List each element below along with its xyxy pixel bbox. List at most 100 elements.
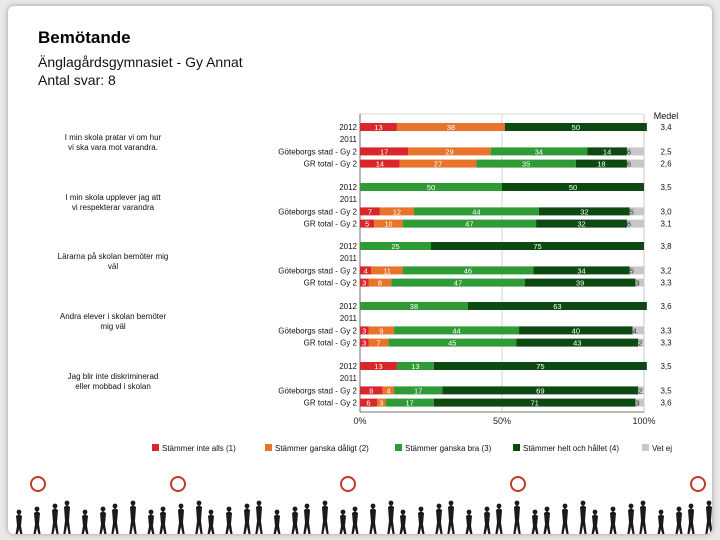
- person-figure: [159, 511, 167, 534]
- row-label: 2011: [340, 314, 358, 323]
- bar-value-label: 6: [627, 220, 631, 229]
- person-head: [160, 506, 166, 512]
- bar-segment: [431, 242, 644, 250]
- bar-segment: [536, 219, 627, 228]
- bar-segment: [360, 219, 375, 228]
- mean-value: 3,0: [660, 207, 672, 216]
- person-head: [100, 506, 106, 512]
- person-head: [112, 503, 118, 509]
- mean-value: 2,6: [660, 160, 672, 169]
- bar-segment: [516, 338, 639, 347]
- legend-swatch: [152, 444, 159, 451]
- bar-value-label: 71: [530, 399, 538, 408]
- bar-value-label: 2: [638, 339, 642, 348]
- person-head: [640, 500, 646, 506]
- question-label-line: vi ska vara mot varandra.: [68, 143, 158, 152]
- slide-title: Bemötande: [38, 28, 131, 47]
- person-head: [484, 506, 490, 512]
- mean-value: 3,3: [660, 279, 672, 288]
- person-figure: [675, 511, 683, 534]
- person-figure: [465, 514, 473, 534]
- person-figure: [351, 511, 359, 534]
- bar-segment: [638, 338, 644, 347]
- bar-segment: [575, 159, 627, 168]
- person-figure: [111, 508, 119, 534]
- bar-value-label: 32: [580, 207, 588, 216]
- bar-segment: [360, 159, 400, 168]
- person-head: [448, 500, 454, 506]
- bar-value-label: 8: [378, 279, 382, 288]
- person-figure: [99, 511, 107, 534]
- row-label: 2011: [340, 254, 358, 263]
- row-label: 2012: [339, 242, 357, 251]
- row-label: 2012: [339, 183, 357, 192]
- person-head: [226, 506, 232, 512]
- bar-value-label: 50: [569, 183, 577, 192]
- person-figure: [639, 505, 647, 534]
- bar-value-label: 18: [597, 160, 605, 169]
- bar-value-label: 34: [535, 147, 543, 156]
- stacked-bar-chart: 0% 50% 100% Medel I min skola pratar vi om h…: [58, 111, 679, 453]
- mean-value: 2,5: [660, 147, 672, 156]
- person-figure: [33, 511, 41, 534]
- bar-value-label: 13: [411, 362, 419, 371]
- person-head: [148, 509, 154, 515]
- person-head: [304, 503, 310, 509]
- bar-value-label: 25: [391, 242, 399, 251]
- question-label-line: väl: [108, 262, 118, 271]
- bar-value-label: 75: [536, 362, 544, 371]
- legend-label: Stämmer ganska dåligt (2): [275, 444, 369, 453]
- bar-segment: [368, 338, 389, 347]
- person-figure: [687, 508, 695, 534]
- bar-segment: [360, 386, 383, 395]
- person-head: [562, 503, 568, 509]
- bar-segment: [391, 278, 525, 287]
- bar-segment: [360, 326, 369, 335]
- bar-value-label: 3: [362, 326, 366, 335]
- row-label: Göteborgs stad - Gy 2: [278, 326, 357, 335]
- person-figure: [417, 511, 425, 534]
- legend-swatch: [513, 444, 520, 451]
- bar-segment: [408, 147, 491, 156]
- bar-segment: [385, 398, 434, 407]
- bar-value-label: 35: [522, 160, 530, 169]
- row-label: 2011: [340, 135, 358, 144]
- bar-segment: [626, 147, 644, 156]
- mean-value: 3,6: [660, 399, 672, 408]
- mean-value: 3,1: [660, 220, 672, 229]
- person-head: [610, 506, 616, 512]
- bar-value-label: 13: [374, 362, 382, 371]
- row-label: 2012: [339, 302, 357, 311]
- mean-value: 3,6: [660, 302, 672, 311]
- person-figure: [591, 514, 599, 534]
- bar-segment: [635, 278, 644, 287]
- person-head: [208, 509, 214, 515]
- bar-value-label: 3: [362, 279, 366, 288]
- person-figure: [207, 514, 215, 534]
- legend-label: Stämmer inte alls (1): [162, 444, 236, 453]
- question-label: I min skola upplever jag att vi respekter…: [65, 193, 161, 212]
- target-icon: [510, 476, 526, 492]
- person-head: [130, 500, 136, 506]
- bar-value-label: 11: [383, 266, 391, 275]
- bar-value-label: 32: [577, 220, 585, 229]
- bar-value-label: 38: [447, 123, 455, 132]
- person-head: [256, 500, 262, 506]
- person-figure: [561, 508, 569, 534]
- bar-value-label: 9: [379, 326, 383, 335]
- bar-value-label: 14: [376, 160, 384, 169]
- question-label: Andra elever i skolan bemöter mig väl: [60, 312, 167, 331]
- person-figure: [273, 514, 281, 534]
- row-label: Göteborgs stad - Gy 2: [278, 266, 357, 275]
- person-figure: [609, 511, 617, 534]
- question-label-line: vi respekterar varandra: [72, 203, 155, 212]
- bar-value-label: 4: [364, 266, 368, 275]
- bar-value-label: 45: [448, 339, 456, 348]
- bar-segment: [504, 123, 647, 131]
- bar-segment: [377, 398, 386, 407]
- legend-swatch: [642, 444, 649, 451]
- bar-value-label: 4: [386, 386, 390, 395]
- row-label: 2012: [339, 362, 357, 371]
- target-icon: [30, 476, 46, 492]
- person-head: [64, 500, 70, 506]
